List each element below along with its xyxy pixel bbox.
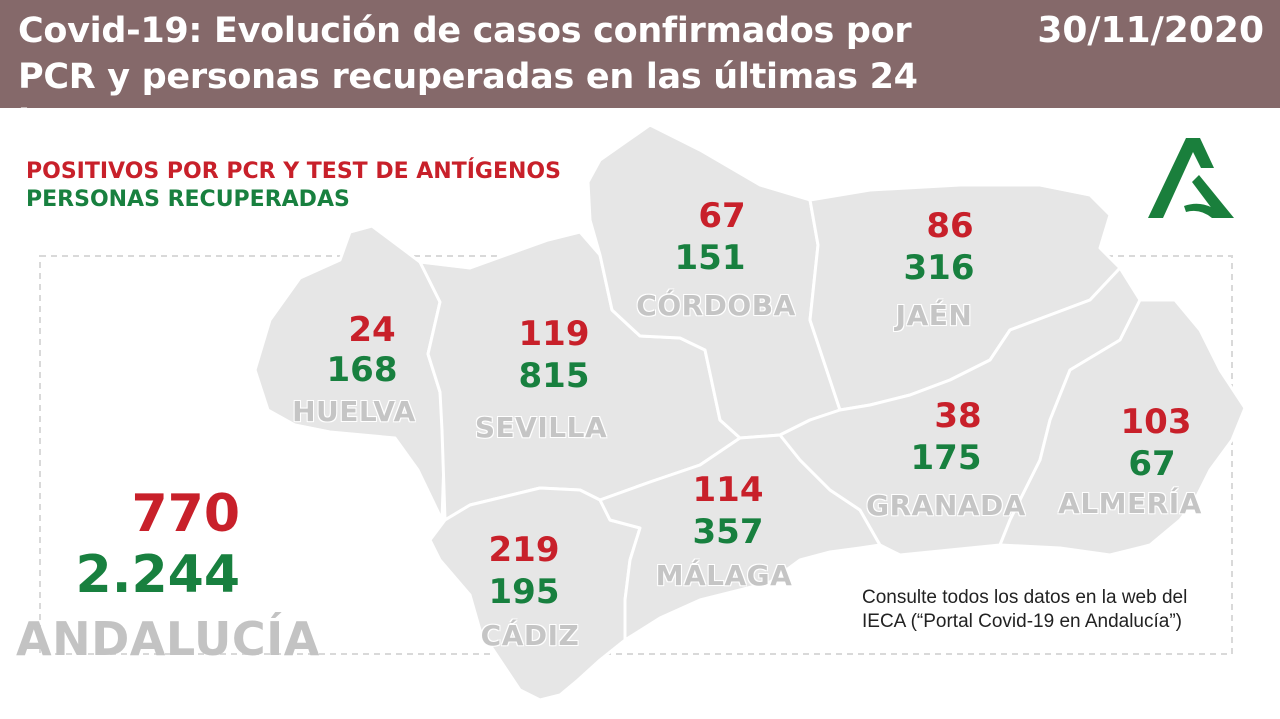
legend-positives: POSITIVOS POR PCR Y TEST DE ANTÍGENOS — [26, 159, 561, 184]
total-label: ANDALUCÍA — [16, 612, 320, 666]
sevilla-label: SEVILLA — [474, 411, 608, 444]
almeria-recovered: 67 — [1128, 444, 1176, 484]
report-date: 30/11/2020 — [1037, 10, 1264, 51]
huelva-recovered: 168 — [326, 350, 398, 390]
granada-label: GRANADA — [866, 489, 1026, 522]
granada-positives: 38 — [934, 396, 982, 436]
almeria-positives: 103 — [1120, 402, 1192, 442]
cadiz-recovered: 195 — [488, 572, 560, 612]
legend: POSITIVOS POR PCR Y TEST DE ANTÍGENOS PE… — [26, 158, 561, 214]
region-almeria — [998, 298, 1247, 557]
almeria-label: ALMERÍA — [1058, 487, 1202, 520]
cadiz-label: CÁDIZ — [480, 619, 580, 652]
huelva-label: HUELVA — [292, 395, 416, 428]
data-source-note: Consulte todos los datos en la web del I… — [862, 586, 1187, 634]
huelva-positives: 24 — [348, 310, 396, 350]
jaen-positives: 86 — [926, 206, 974, 246]
total-positives: 770 — [131, 484, 240, 544]
page-title: Covid-19: Evolución de casos confirmados… — [18, 8, 1028, 146]
cadiz-positives: 219 — [488, 530, 560, 570]
region-malaga — [598, 433, 882, 642]
title-line-2: PCR y personas recuperadas en las última… — [18, 57, 918, 143]
region-cadiz — [428, 486, 642, 702]
jaen-recovered: 316 — [903, 248, 975, 288]
sevilla-positives: 119 — [518, 314, 590, 354]
junta-de-andalucia-logo-icon — [1148, 138, 1234, 218]
malaga-recovered: 357 — [692, 512, 764, 552]
note-line-1: Consulte todos los datos en la web del — [862, 587, 1188, 608]
cordoba-label: CÓRDOBA — [636, 289, 796, 322]
cordoba-positives: 67 — [698, 196, 746, 236]
note-line-2: IECA (“Portal Covid-19 en Andalucía”) — [862, 611, 1182, 632]
cordoba-recovered: 151 — [674, 238, 746, 278]
sevilla-recovered: 815 — [518, 356, 590, 396]
total-recovered: 2.244 — [75, 545, 240, 605]
jaen-label: JAÉN — [895, 299, 973, 332]
malaga-label: MÁLAGA — [655, 559, 793, 592]
granada-recovered: 175 — [910, 438, 982, 478]
malaga-positives: 114 — [692, 470, 764, 510]
title-line-1: Covid-19: Evolución de casos confirmados… — [18, 11, 912, 51]
header-bar: Covid-19: Evolución de casos confirmados… — [0, 0, 1280, 143]
legend-recovered: PERSONAS RECUPERADAS — [26, 187, 350, 212]
